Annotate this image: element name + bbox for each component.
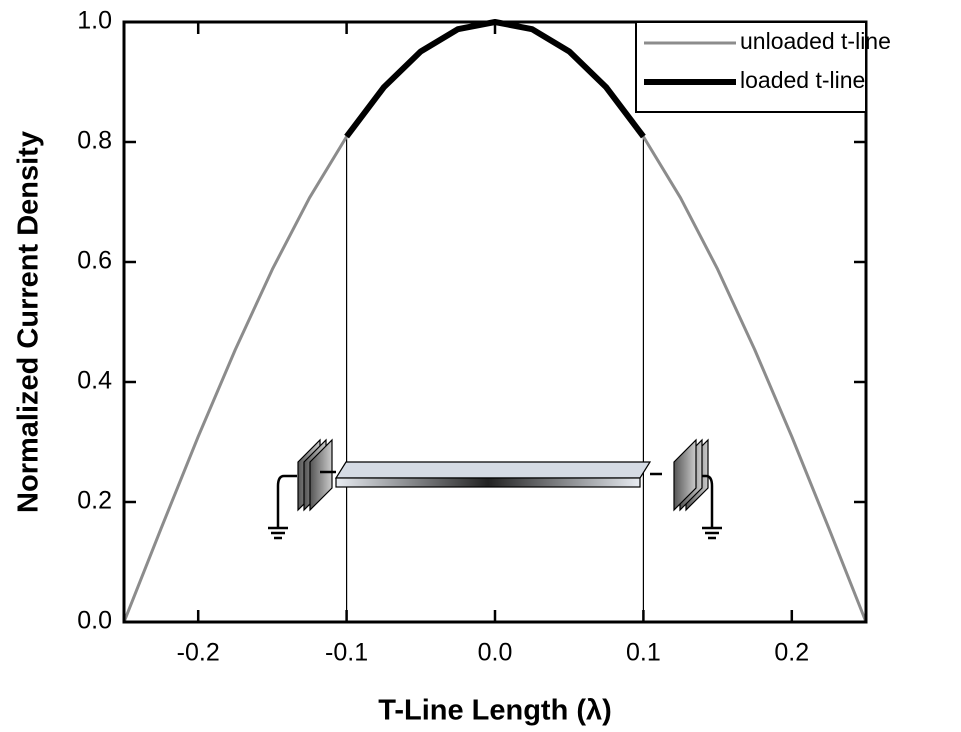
legend-label: loaded t-line	[740, 67, 865, 93]
series-line	[344, 19, 646, 139]
y-axis-title: Normalized Current Density	[13, 131, 45, 513]
y-tick-label: 0.0	[77, 607, 112, 635]
y-tick-label: 0.8	[77, 127, 112, 155]
x-tick-label: 0.1	[626, 639, 661, 667]
y-tick-label: 0.2	[77, 487, 112, 515]
x-tick-label: -0.2	[177, 639, 220, 667]
y-tick-label: 0.4	[77, 367, 112, 395]
x-axis-title: T-Line Length (λ)	[378, 695, 612, 727]
legend-box	[635, 21, 867, 113]
y-tick-label: 1.0	[77, 7, 112, 35]
plot-area: -0.2 -0.1 0.0 0.1 0.2 0.0 0.2 0.4 0.6 0.8 1.0	[77, 7, 868, 667]
legend-label: unloaded t-line	[740, 28, 891, 54]
x-tick-label: 0.0	[478, 639, 513, 667]
x-tick-label: 0.2	[774, 639, 809, 667]
y-tick-label: 0.6	[77, 247, 112, 275]
illustration	[268, 438, 722, 540]
x-tick-label: -0.1	[325, 639, 368, 667]
